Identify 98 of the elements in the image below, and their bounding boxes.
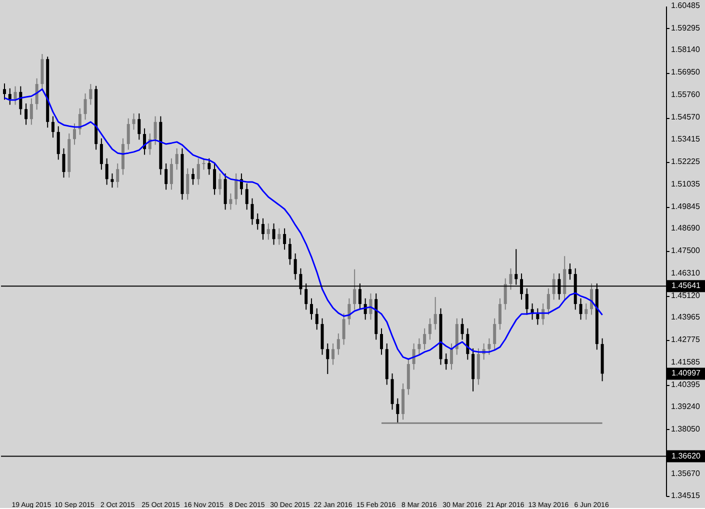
candlestick [213,162,216,196]
candlestick [504,278,507,310]
y-tick-label: 1.47500 [671,246,700,255]
candlestick [164,162,168,190]
y-tick-label: 1.52225 [671,156,700,166]
candlestick [132,112,136,130]
candlestick [342,312,346,346]
y-tick-label: 1.58140 [671,45,700,54]
y-tick-label: 1.34515 [671,491,700,500]
candlestick [552,272,556,300]
y-tick-label: 1.53415 [671,134,700,144]
candlestick [218,172,222,196]
candlestick [234,172,238,206]
candlestick [191,168,194,186]
candlestick [175,148,178,170]
y-tick-label: 1.41585 [671,358,700,367]
candlestick [396,398,400,424]
candlestick [466,328,470,360]
candlestick [62,148,66,178]
candlestick [294,252,297,280]
y-tick-label: 1.56950 [671,68,700,77]
candlestick [14,86,17,106]
candlestick [116,162,120,188]
y-tick-label: 1.43965 [671,312,700,322]
ref-line-label: 1.45641 [672,281,702,290]
candlestick [288,238,292,266]
text: 1.40997 [672,368,702,378]
candlestick [536,308,540,326]
candlestick [326,342,330,375]
y-tick-label: 1.51035 [671,179,700,188]
candlestick [24,102,28,126]
candlestick [30,98,33,126]
candlestick [283,228,286,250]
candlestick [105,158,108,186]
candlestick [256,212,260,230]
candlestick [460,318,464,340]
candlestick [336,332,340,356]
candlestick [51,116,54,138]
candlestick [89,84,92,106]
candlestick [434,296,437,330]
candlestick [8,88,12,106]
candlestick [579,298,582,320]
candlestick [332,342,335,366]
candlestick [444,352,448,370]
candlestick [418,338,421,356]
candlestick [84,92,87,120]
candlestick [488,338,491,356]
candlestick [262,218,265,240]
candlestick [196,158,200,186]
candlestick [186,168,190,200]
y-tick-label: 1.54570 [671,112,700,122]
candlestick [428,318,432,340]
candlestick [3,82,6,100]
candlestick [138,112,141,140]
candlestick [380,328,383,356]
y-tick-label: 1.39240 [671,402,700,411]
y-tick-label: 1.60485 [671,1,700,10]
candlestick [546,288,550,316]
candlestick [250,198,254,226]
candlestick [170,158,173,190]
candlestick [423,328,426,350]
y-tick-label: 1.46310 [671,268,700,278]
candlestick [73,122,76,146]
candlestick [493,318,496,350]
candlestick [568,262,572,280]
candlestick [509,268,512,290]
candlestick [353,268,356,310]
candlestick [310,298,313,320]
candlestick [450,342,454,370]
ref-line-label: 1.36620 [672,451,702,460]
candlestick [590,282,594,316]
y-tick-label: 1.40395 [671,380,700,390]
y-tick-label: 1.42775 [671,335,700,344]
candlestick [154,116,157,146]
y-tick-label: 1.35670 [671,469,700,478]
candlestick [229,192,232,210]
candlestick [272,222,276,246]
candlestick [498,298,502,330]
y-tick-label: 1.59295 [671,23,700,32]
candlestick [110,172,114,188]
y-tick-label: 1.45120 [671,290,700,300]
candlestick [525,288,528,316]
y-tick-label: 1.38050 [671,424,700,434]
candlestick [278,228,281,246]
candlestick [369,292,372,320]
candlestick [245,182,248,210]
candlestick [100,138,103,170]
y-tick-label: 1.48690 [671,224,700,233]
y-tick-label: 1.49845 [671,202,700,211]
candlestick [126,118,130,150]
candlestick [19,86,22,116]
candlestick [266,222,270,240]
candlestick [208,158,211,176]
candlestick [584,302,588,320]
candlestick [56,126,60,160]
candlestick [315,308,318,330]
y-tick-label: 1.55760 [671,90,700,100]
candlestick [35,78,38,110]
